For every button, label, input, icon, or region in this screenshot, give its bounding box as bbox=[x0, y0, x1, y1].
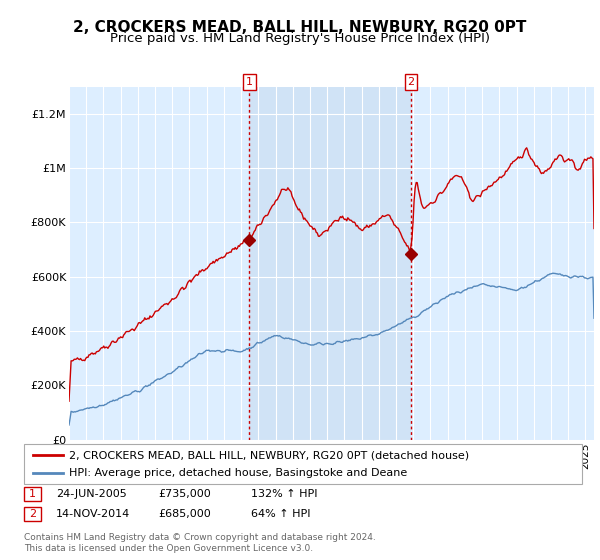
Text: Contains HM Land Registry data © Crown copyright and database right 2024.
This d: Contains HM Land Registry data © Crown c… bbox=[24, 533, 376, 553]
Text: 2, CROCKERS MEAD, BALL HILL, NEWBURY, RG20 0PT (detached house): 2, CROCKERS MEAD, BALL HILL, NEWBURY, RG… bbox=[69, 450, 469, 460]
Text: Price paid vs. HM Land Registry's House Price Index (HPI): Price paid vs. HM Land Registry's House … bbox=[110, 32, 490, 45]
Bar bbox=[250, 87, 411, 440]
Text: 1: 1 bbox=[29, 489, 36, 499]
Text: £735,000: £735,000 bbox=[158, 489, 211, 499]
Text: 14-NOV-2014: 14-NOV-2014 bbox=[56, 509, 130, 519]
Text: 2, CROCKERS MEAD, BALL HILL, NEWBURY, RG20 0PT: 2, CROCKERS MEAD, BALL HILL, NEWBURY, RG… bbox=[73, 20, 527, 35]
Text: 24-JUN-2005: 24-JUN-2005 bbox=[56, 489, 127, 499]
Text: 132% ↑ HPI: 132% ↑ HPI bbox=[251, 489, 317, 499]
Text: HPI: Average price, detached house, Basingstoke and Deane: HPI: Average price, detached house, Basi… bbox=[69, 468, 407, 478]
Text: 1: 1 bbox=[246, 77, 253, 87]
Text: £685,000: £685,000 bbox=[158, 509, 211, 519]
Text: 2: 2 bbox=[29, 509, 36, 519]
Text: 64% ↑ HPI: 64% ↑ HPI bbox=[251, 509, 310, 519]
Text: 2: 2 bbox=[407, 77, 415, 87]
